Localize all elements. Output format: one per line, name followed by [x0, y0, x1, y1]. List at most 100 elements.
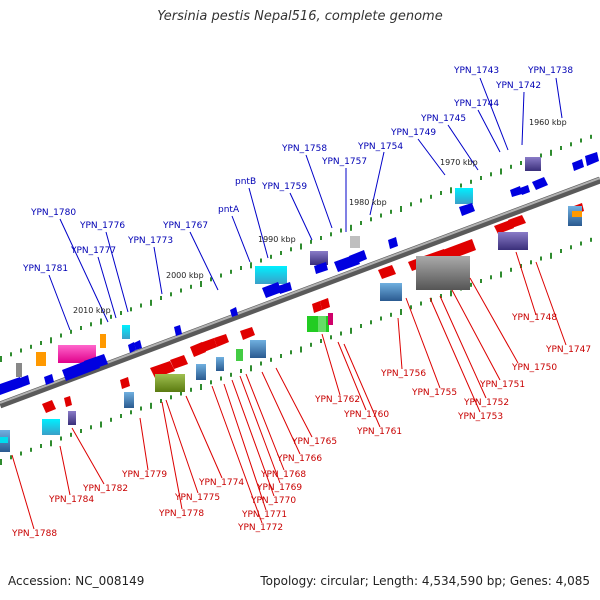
- gene-label: YPN_1765: [291, 437, 337, 447]
- scale-tick: [380, 316, 382, 321]
- leader-line: [223, 383, 267, 511]
- scale-tick: [120, 311, 122, 315]
- gene-label: YPN_1762: [314, 395, 360, 405]
- scale-tick: [90, 322, 92, 327]
- gene-block: [196, 364, 206, 380]
- leader-line: [189, 231, 219, 291]
- gene-arrow: [240, 327, 255, 340]
- scale-tick: [240, 266, 242, 270]
- leader-line: [451, 289, 501, 381]
- scale-tick: [20, 451, 22, 456]
- leader-line: [515, 251, 537, 316]
- scale-tick: [70, 432, 72, 437]
- scale-tick: [220, 273, 222, 278]
- gene-arrow: [532, 177, 548, 190]
- gene-label: YPN_1738: [527, 66, 573, 76]
- gene-arrow: [12, 375, 30, 390]
- gene-arrow: [278, 282, 292, 294]
- gene-block: [155, 374, 185, 392]
- leader-line: [245, 373, 285, 471]
- gene-block: [416, 256, 470, 290]
- gene-arrow: [42, 400, 56, 413]
- leader-line: [289, 192, 313, 241]
- scale-tick: [280, 354, 282, 358]
- gene-block: [68, 411, 76, 425]
- gene-arrow: [388, 237, 398, 249]
- leader-line: [231, 379, 275, 497]
- gene-label: YPN_1747: [545, 345, 591, 355]
- gene-label: YPN_1766: [276, 454, 322, 464]
- scale-tick: [460, 183, 462, 188]
- scale-tick: [310, 342, 312, 347]
- scale-tick: [370, 320, 372, 325]
- gene-block: [124, 392, 134, 408]
- scale-tick: [40, 444, 42, 448]
- gene-block: [525, 157, 541, 171]
- gene-arrow: [314, 262, 328, 274]
- gene-label: YPN_1774: [198, 478, 244, 488]
- gene-arrow: [510, 186, 522, 197]
- gene-arrow: [174, 325, 182, 336]
- scale-tick: [100, 318, 102, 325]
- gene-label: YPN_1780: [30, 208, 76, 218]
- scale-tick: [390, 209, 392, 214]
- gene-block: [16, 363, 22, 377]
- scale-tick: [210, 380, 212, 385]
- scale-tick: [370, 217, 372, 222]
- gene-label: YPN_1757: [321, 157, 367, 167]
- leader-line: [439, 295, 487, 399]
- leader-line: [521, 91, 525, 146]
- gene-block: [122, 325, 130, 339]
- scale-tick: [400, 206, 402, 212]
- ruler-labels: 1960 kbp 1970 kbp 1980 kbp 1990 kbp 2000…: [73, 118, 567, 315]
- scale-tick: [0, 459, 2, 465]
- gene-label: YPN_1761: [356, 427, 402, 437]
- scale-tick: [350, 224, 352, 231]
- scale-tick: [180, 288, 182, 293]
- scale-tick: [160, 399, 162, 403]
- scale-tick: [520, 264, 522, 268]
- gene-block: [455, 188, 473, 204]
- scale-tick: [110, 417, 112, 422]
- leader-line: [211, 385, 263, 524]
- reverse-gene-labels: YPN_1747 YPN_1748 YPN_1750 YPN_1751 YPN_…: [11, 313, 591, 539]
- gene-arrow: [150, 361, 175, 378]
- scale-tick: [340, 228, 342, 233]
- ruler-label: 1960 kbp: [529, 118, 567, 127]
- scale-tick: [470, 282, 472, 287]
- gene-arrow: [312, 301, 322, 313]
- scale-tick: [50, 337, 52, 344]
- leader-line: [447, 124, 479, 171]
- gene-label: YPN_1769: [256, 483, 302, 493]
- scale-tick: [90, 425, 92, 430]
- scale-tick: [10, 455, 12, 460]
- scale-tick: [450, 187, 452, 194]
- scale-tick: [260, 258, 262, 263]
- scale-tick: [320, 339, 322, 343]
- leader-line: [275, 367, 313, 438]
- gene-features: [0, 152, 599, 452]
- accession-text: Accession: NC_008149: [8, 574, 145, 588]
- gene-arrow: [459, 203, 475, 216]
- scale-tick: [380, 213, 382, 218]
- leader-line: [417, 138, 446, 176]
- scale-tick: [150, 299, 152, 306]
- scale-tick: [440, 191, 442, 195]
- scale-tick: [10, 352, 12, 357]
- gene-label: YPN_1788: [11, 529, 57, 539]
- gene-block: [42, 419, 60, 435]
- scale-tick: [310, 239, 312, 244]
- gene-arrow: [230, 307, 238, 317]
- gene-arrow: [44, 374, 54, 385]
- scale-tick: [320, 236, 322, 240]
- scale-tick: [30, 344, 32, 349]
- leader-line: [369, 151, 385, 216]
- ruler-label: 1990 kbp: [258, 235, 296, 244]
- leader-line: [305, 154, 333, 229]
- scale-tick: [450, 290, 452, 297]
- scale-tick: [0, 356, 2, 362]
- gene-arrow: [128, 342, 136, 353]
- gene-label: YPN_1749: [390, 128, 436, 138]
- scale-tick: [190, 284, 192, 289]
